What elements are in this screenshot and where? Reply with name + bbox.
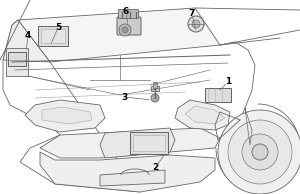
Text: 1: 1 (225, 77, 231, 87)
Circle shape (242, 134, 278, 170)
FancyBboxPatch shape (151, 86, 159, 91)
Polygon shape (100, 170, 165, 186)
Text: 4: 4 (25, 31, 31, 41)
Circle shape (218, 110, 300, 194)
FancyBboxPatch shape (133, 135, 165, 151)
Polygon shape (185, 106, 225, 124)
Circle shape (192, 20, 200, 28)
Polygon shape (3, 20, 50, 62)
Text: 2: 2 (152, 164, 158, 172)
FancyBboxPatch shape (8, 52, 26, 66)
Polygon shape (18, 8, 220, 62)
Polygon shape (40, 152, 215, 192)
FancyBboxPatch shape (38, 26, 68, 46)
FancyBboxPatch shape (117, 17, 141, 35)
FancyBboxPatch shape (6, 48, 28, 76)
FancyBboxPatch shape (205, 88, 231, 102)
Polygon shape (40, 128, 220, 158)
FancyBboxPatch shape (41, 29, 65, 43)
Circle shape (119, 24, 131, 36)
Circle shape (188, 16, 204, 32)
Text: 6: 6 (123, 8, 129, 16)
FancyBboxPatch shape (130, 132, 168, 154)
FancyBboxPatch shape (118, 10, 139, 18)
Circle shape (228, 120, 292, 184)
Circle shape (151, 94, 159, 102)
Polygon shape (100, 128, 175, 158)
Polygon shape (42, 107, 92, 124)
Text: 3: 3 (122, 93, 128, 101)
FancyBboxPatch shape (153, 82, 157, 88)
Text: 7: 7 (189, 10, 195, 18)
Circle shape (122, 27, 128, 33)
Polygon shape (175, 100, 230, 130)
Text: 5: 5 (55, 23, 61, 33)
Polygon shape (25, 100, 105, 132)
Circle shape (252, 144, 268, 160)
